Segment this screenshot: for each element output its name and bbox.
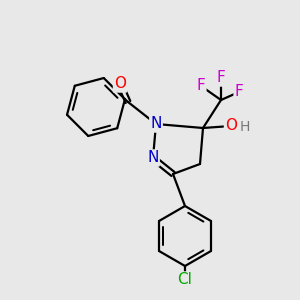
Text: O: O bbox=[225, 118, 237, 134]
Text: F: F bbox=[217, 70, 225, 86]
Text: O: O bbox=[114, 76, 126, 92]
Text: Cl: Cl bbox=[178, 272, 192, 287]
Text: N: N bbox=[147, 151, 159, 166]
Text: F: F bbox=[196, 79, 206, 94]
Text: H: H bbox=[240, 120, 250, 134]
Text: N: N bbox=[150, 116, 162, 131]
Text: F: F bbox=[235, 85, 243, 100]
